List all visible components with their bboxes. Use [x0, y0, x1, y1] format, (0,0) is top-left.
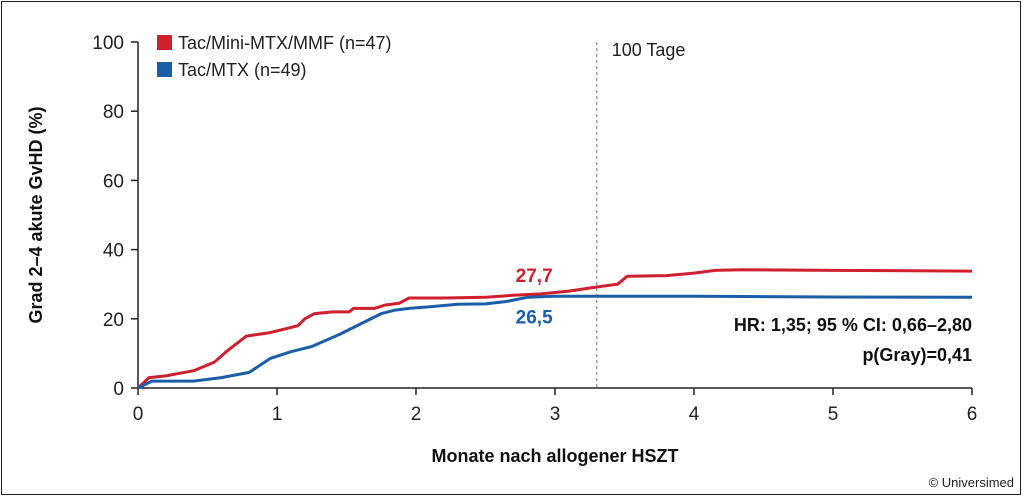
hazard-ratio-annotation: HR: 1,35; 95 % CI: 0,66–2,80: [734, 315, 972, 335]
legend: Tac/Mini-MTX/MMF (n=47) Tac/MTX (n=49): [157, 33, 392, 80]
y-tick-label: 60: [103, 171, 124, 192]
x-tick-label: 1: [272, 404, 283, 425]
series-line-tac-mtx: [137, 294, 973, 390]
y-tick-label: 80: [103, 102, 124, 123]
y-tick-label: 20: [103, 310, 124, 331]
series-line-tac-mini-mtx-mmf: [136, 268, 973, 390]
y-tick-label: 100: [92, 33, 124, 54]
legend-label: Tac/MTX (n=49): [178, 60, 307, 80]
y-tick-group: 0 20 40 60 80 100: [92, 33, 138, 400]
reference-line-label: 100 Tage: [612, 40, 686, 60]
copyright-notice: © Universimed: [928, 475, 1014, 490]
legend-swatch: [157, 62, 172, 77]
y-tick-label: 0: [113, 379, 124, 400]
p-value-annotation: p(Gray)=0,41: [862, 345, 972, 365]
x-tick-group: 0 1 2 3 4 5 6: [133, 388, 978, 425]
legend-swatch: [157, 35, 172, 50]
x-tick-label: 5: [828, 404, 839, 425]
series-group: 27,7 26,5: [136, 266, 973, 390]
series-value-label: 27,7: [516, 266, 553, 287]
x-tick-label: 0: [133, 404, 144, 425]
x-tick-label: 4: [689, 404, 700, 425]
x-tick-label: 3: [550, 404, 561, 425]
x-tick-label: 6: [967, 404, 978, 425]
legend-label: Tac/Mini-MTX/MMF (n=47): [178, 33, 392, 53]
y-axis-label: Grad 2–4 akute GvHD (%): [26, 106, 46, 323]
series-value-label: 26,5: [516, 307, 553, 328]
y-tick-label: 40: [103, 241, 124, 262]
x-axis-label: Monate nach allogener HSZT: [431, 446, 678, 466]
x-tick-label: 2: [411, 404, 422, 425]
